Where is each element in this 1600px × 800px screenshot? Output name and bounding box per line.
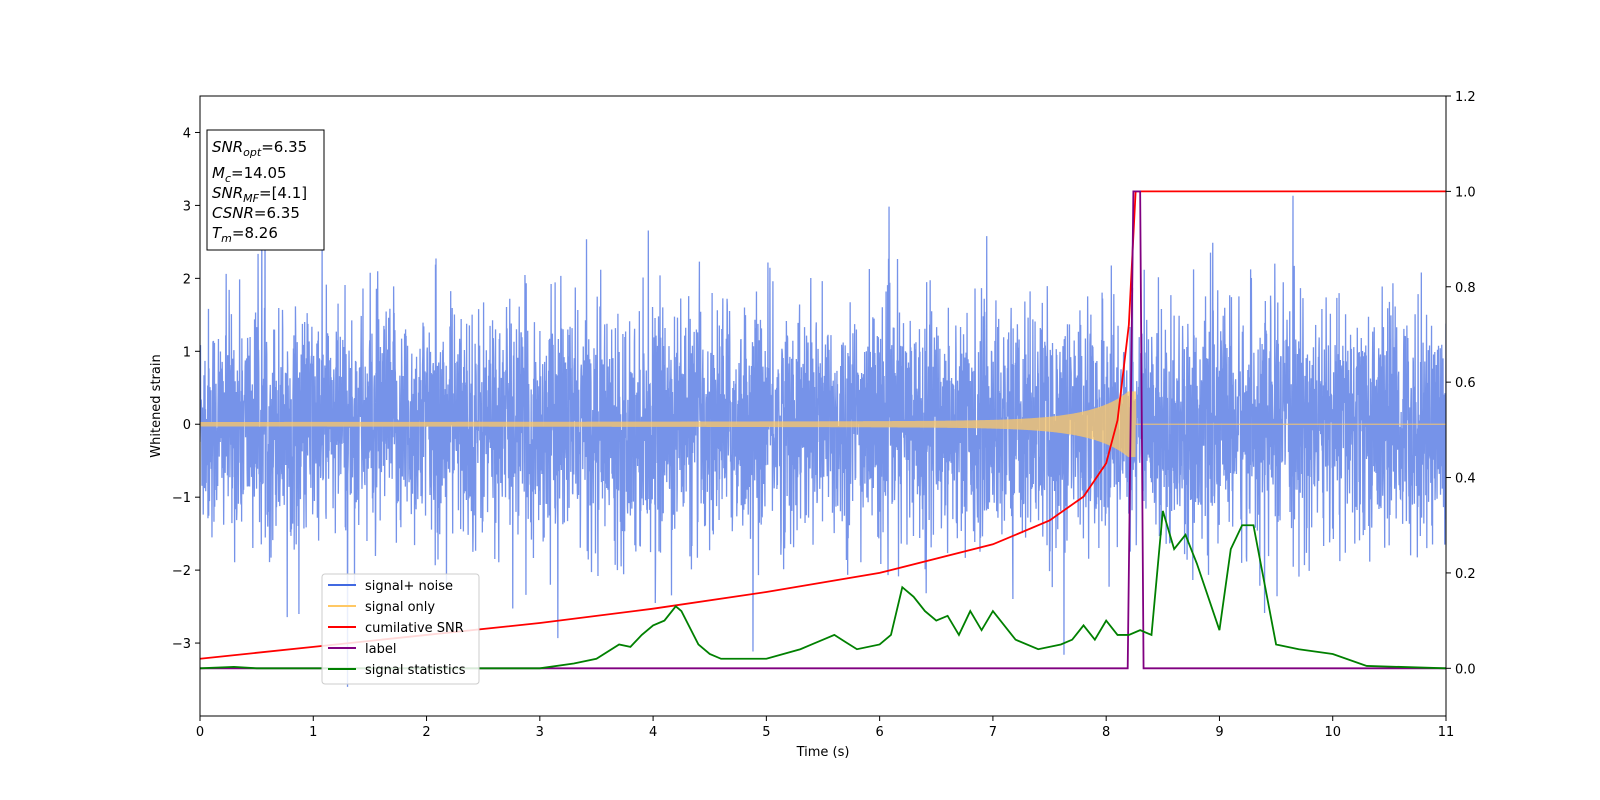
y-left-tick-label-1: −2 (172, 564, 191, 579)
y-right-tick-label-6: 1.2 (1455, 90, 1476, 105)
legend-label-signal-statistics: signal statistics (365, 663, 466, 678)
x-tick-label-6: 6 (875, 725, 883, 740)
info-snr-opt: SNRopt=6.35 (212, 138, 307, 159)
legend-label-label: label (365, 642, 396, 657)
x-tick-label-3: 3 (536, 725, 544, 740)
info-box: SNRopt=6.35 Mc=14.05 SNRMF=[4.1] CSNR=6.… (206, 129, 325, 251)
y-right-tick-label-1: 0.2 (1455, 567, 1476, 582)
y-axis-label: Whitened strain (149, 354, 164, 457)
y-right-tick-label-5: 1.0 (1455, 185, 1476, 200)
x-tick-label-4: 4 (649, 725, 657, 740)
y-left-tick-label-3: 0 (183, 418, 191, 433)
y-right-tick-label-2: 0.4 (1455, 472, 1476, 487)
info-snr-mf: SNRMF=[4.1] (212, 184, 307, 205)
x-axis-label: Time (s) (796, 745, 850, 760)
x-tick-label-0: 0 (196, 725, 204, 740)
y-right-tick-label-0: 0.0 (1455, 662, 1476, 677)
x-tick-label-11: 11 (1438, 725, 1455, 740)
x-tick-label-7: 7 (989, 725, 997, 740)
x-tick-label-8: 8 (1102, 725, 1110, 740)
y-right-tick-label-4: 0.8 (1455, 281, 1476, 296)
info-csnr: CSNR=6.35 (212, 204, 300, 222)
y-left-tick-label-6: 3 (183, 199, 191, 214)
legend-label-signal-only: signal only (365, 600, 435, 615)
y-left-tick-label-5: 2 (183, 272, 191, 287)
y-left-tick-label-7: 4 (183, 126, 191, 141)
legend-label-signal-noise: signal+ noise (365, 579, 453, 594)
y-left-tick-label-2: −1 (172, 491, 191, 506)
series-signal-noise (200, 195, 1446, 687)
series-label (200, 190, 1446, 670)
plot-frame (199, 95, 1447, 717)
series-signal-statistics (200, 510, 1446, 670)
y-left-tick-label-0: −3 (172, 637, 191, 652)
info-mc: Mc=14.05 (212, 164, 287, 185)
info-tm: Tm=8.26 (212, 224, 278, 245)
x-tick-label-9: 9 (1215, 725, 1223, 740)
series-signal-only (200, 391, 1446, 458)
x-tick-label-1: 1 (309, 725, 317, 740)
x-tick-label-2: 2 (422, 725, 430, 740)
x-tick-label-5: 5 (762, 725, 770, 740)
y-right-tick-label-3: 0.6 (1455, 376, 1476, 391)
legend-label-cumulative-snr: cumilative SNR (365, 621, 464, 636)
x-tick-label-10: 10 (1324, 725, 1341, 740)
y-left-tick-label-4: 1 (183, 345, 191, 360)
legend: signal+ noise signal only cumilative SNR… (321, 573, 480, 685)
